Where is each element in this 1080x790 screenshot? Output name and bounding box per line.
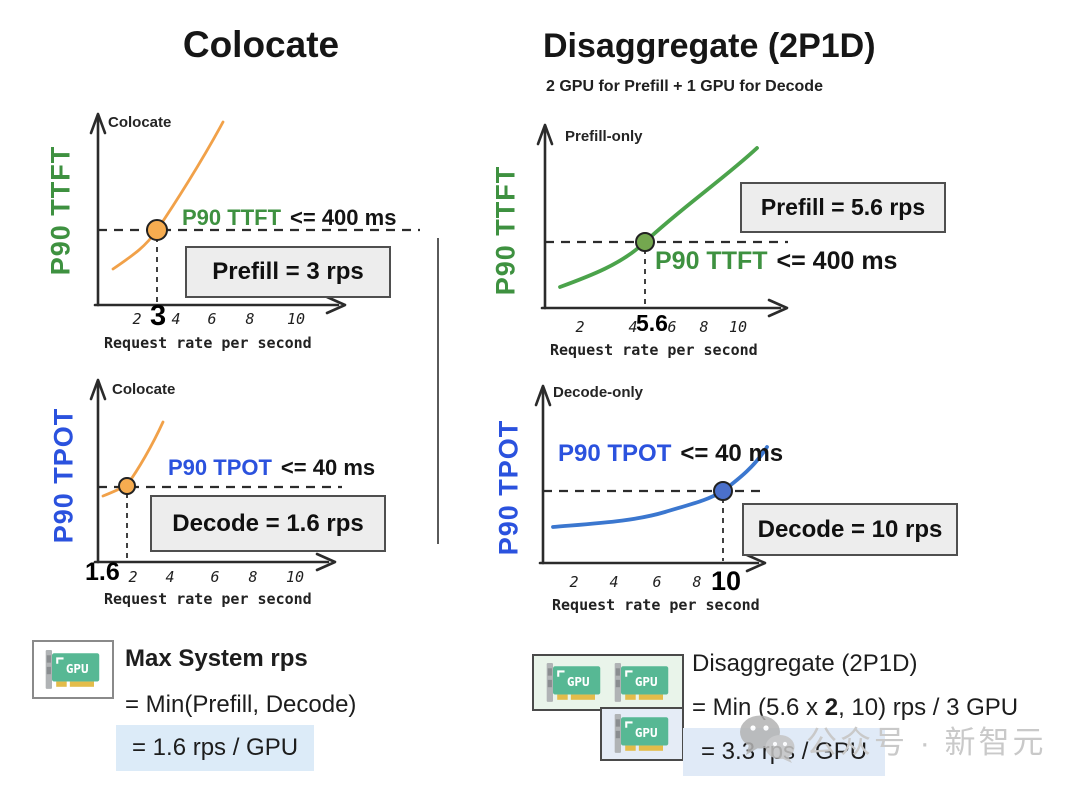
tick-label: 6 <box>207 310 217 328</box>
y-axis-label: P90 TTFT <box>45 145 76 276</box>
result-box: Prefill = 5.6 rps <box>740 182 946 233</box>
threshold-condition: <= 40 ms <box>280 455 376 480</box>
prefill-only-plot <box>536 123 789 318</box>
tick-label: 4 <box>165 568 175 586</box>
y-axis-label: P90 TPOT <box>493 419 524 556</box>
threshold-annotation: P90 TPOT <= 40 ms <box>558 440 783 468</box>
svg-text:GPU: GPU <box>567 674 590 689</box>
x-axis-arrow <box>325 295 347 315</box>
result-per-gpu-line: = 3.3 rps / GPU <box>683 728 886 776</box>
tick-label: 2 <box>569 573 579 591</box>
decode-only-plot <box>534 384 769 573</box>
operating-point-dot <box>713 481 733 501</box>
title-colocate: Colocate <box>182 24 340 65</box>
x-axis-arrow <box>315 552 337 572</box>
gpu-icon: GPU <box>614 714 669 753</box>
tick-label: 10 <box>285 568 305 586</box>
threshold-annotation: P90 TPOT <= 40 ms <box>168 455 375 481</box>
gpu-icon: GPU <box>546 662 601 702</box>
threshold-metric: P90 TTFT <box>182 205 282 230</box>
chart-colocate-tpot: Colocate P90 TPOT P90 TPOT <= 40 ms Decod… <box>30 368 450 618</box>
result-box: Decode = 10 rps <box>742 503 958 556</box>
tick-label: 10 <box>286 310 306 328</box>
x-axis-label: Request rate per second <box>104 334 312 352</box>
tick-label: 8 <box>248 568 258 586</box>
tick-label: 6 <box>210 568 220 586</box>
result-box: Decode = 1.6 rps <box>150 495 386 552</box>
panel-label: Prefill-only <box>565 128 643 145</box>
x-axis-label: Request rate per second <box>550 341 758 359</box>
tick-label: 8 <box>692 573 702 591</box>
threshold-condition: <= 40 ms <box>680 440 784 467</box>
svg-text:GPU: GPU <box>635 674 658 689</box>
y-axis-arrow <box>536 123 554 146</box>
x-axis-label: Request rate per second <box>552 596 760 614</box>
operating-point-dot <box>635 232 655 252</box>
operating-point-label: 3 <box>150 300 167 332</box>
min-formula-line: = Min(Prefill, Decode) <box>125 691 357 718</box>
decode-gpu-box: GPU <box>600 707 684 761</box>
operating-point-label: 1.6 <box>85 558 120 586</box>
tick-label: 6 <box>667 318 677 336</box>
column-divider <box>437 238 439 544</box>
gpu-icon: GPU <box>614 662 669 702</box>
chart-colocate-ttft: Colocate P90 TTFT P90 TTFT <= 400 ms Pref… <box>30 100 450 365</box>
formula-prefix: = Min (5.6 x <box>692 694 825 721</box>
disaggregate-line: Disaggregate (2P1D) <box>692 650 918 677</box>
prefill-gpu-box: GPU GPU <box>532 654 684 711</box>
threshold-annotation: P90 TTFT <= 400 ms <box>655 247 897 276</box>
tick-label: 6 <box>652 573 662 591</box>
panel-label: Colocate <box>112 381 176 398</box>
tick-label: 4 <box>628 318 638 336</box>
formula-bold-factor: 2 <box>824 694 839 721</box>
threshold-metric: P90 TPOT <box>168 455 272 480</box>
chart-decode-only: Decode-only P90 TPOT P90 TPOT <= 40 ms De… <box>480 370 1080 618</box>
result-box: Prefill = 3 rps <box>185 246 391 298</box>
x-axis-arrow <box>745 553 767 573</box>
colocate-tpot-plot <box>89 378 342 572</box>
y-axis-arrow <box>89 378 107 401</box>
y-axis-arrow <box>534 384 552 407</box>
gpu-icon: GPU <box>45 649 100 689</box>
operating-point-label: 10 <box>711 566 742 596</box>
tick-label: 2 <box>575 318 585 336</box>
formula-suffix: , 10) rps / 3 GPU <box>838 694 1019 721</box>
threshold-condition: <= 400 ms <box>290 205 397 230</box>
threshold-condition: <= 400 ms <box>776 247 898 275</box>
summary-colocate: GPU Max System rps = Min(Prefill, Decode… <box>30 633 470 788</box>
x-axis-arrow <box>767 298 789 318</box>
operating-point-dot <box>118 477 136 495</box>
operating-point-dot <box>146 219 168 241</box>
y-axis-label: P90 TPOT <box>48 407 79 544</box>
tick-label: 2 <box>128 568 138 586</box>
panel-label: Colocate <box>108 114 172 131</box>
threshold-metric: P90 TPOT <box>558 440 672 467</box>
threshold-metric: P90 TTFT <box>655 247 768 275</box>
gpu-card-box-single: GPU <box>32 640 114 699</box>
tick-label: 10 <box>728 318 748 336</box>
latency-curve <box>551 445 769 529</box>
title-disaggregate: Disaggregate (2P1D) <box>543 27 876 65</box>
y-axis-arrow <box>89 112 107 135</box>
max-system-rps-line: Max System rps <box>125 645 308 672</box>
tick-label: 8 <box>699 318 709 336</box>
operating-point-label: 5.6 <box>636 310 668 336</box>
tick-label: 8 <box>245 310 255 328</box>
tick-label: 4 <box>609 573 619 591</box>
panel-label: Decode-only <box>553 384 644 401</box>
threshold-annotation: P90 TTFT <= 400 ms <box>182 205 396 231</box>
svg-text:GPU: GPU <box>66 661 89 676</box>
chart-prefill-only: Prefill-only P90 TTFT P90 TTFT <= 400 ms … <box>480 100 1045 368</box>
tick-label: 4 <box>171 310 181 328</box>
tick-label: 2 <box>132 310 142 328</box>
min-formula-line: = Min (5.6 x 2, 10) rps / 3 GPU <box>692 694 1018 722</box>
svg-text:GPU: GPU <box>635 725 658 740</box>
subtitle-disaggregate: 2 GPU for Prefill + 1 GPU for Decode <box>546 78 823 95</box>
result-per-gpu-line: = 1.6 rps / GPU <box>116 725 315 771</box>
x-axis-label: Request rate per second <box>104 590 312 608</box>
y-axis-label: P90 TTFT <box>490 165 521 296</box>
colocate-ttft-plot <box>89 112 420 315</box>
summary-disaggregate: GPU GPU GPU <box>520 633 1080 790</box>
